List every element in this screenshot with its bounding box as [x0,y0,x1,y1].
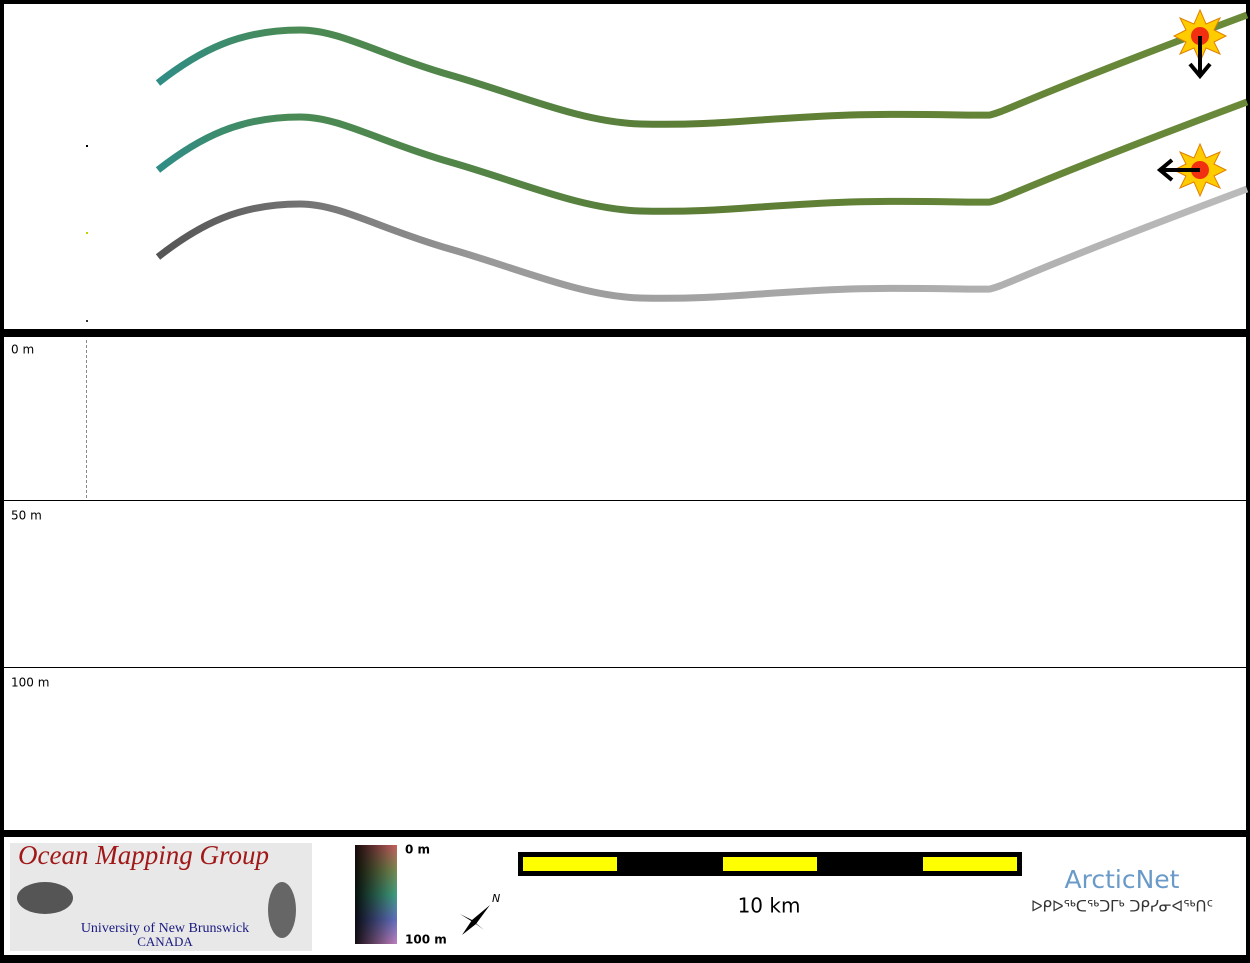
partner-subtitle: ᐅᑭᐅᖅᑕᖅᑐᒥᒃ ᑐᑭᓯᓂᐊᖅᑎᑦ [1031,898,1213,916]
scale-bar: 10 km [518,852,1022,918]
logo-title: Ocean Mapping Group [18,840,269,870]
track-line [155,98,1249,215]
logo-country: CANADA [137,934,193,949]
partner-name: ArcticNet [1065,865,1180,894]
compass-label: N [492,892,500,905]
tracks [155,11,1249,302]
plan-panel [4,4,1246,329]
logo-university: University of New Brunswick [81,921,249,936]
marker-dot [86,320,88,322]
profile-panel [4,337,1246,830]
depth-label: 50 m [11,509,42,523]
track-line [155,185,1249,302]
compass: N [460,892,500,935]
arcticnet-logo: ArcticNet ᐅᑭᐅᖅᑕᖅᑐᒥᒃ ᑐᑭᓯᓂᐊᖅᑎᑦ [1031,865,1213,916]
color-bar: 0 m 100 m [355,843,447,947]
depth-label: 0 m [11,343,34,357]
scale-label: 10 km [738,894,801,918]
marker-dot [86,232,88,234]
marker-dot [86,145,88,147]
depth-label: 100 m [11,676,49,690]
color-bar-label: 100 m [405,933,447,947]
track-line [155,11,1249,128]
sun-icon [1172,8,1228,80]
sun-icon [1156,142,1228,198]
omg-logo: Ocean Mapping Group University of New Br… [10,840,312,951]
color-bar-label: 0 m [405,843,430,857]
